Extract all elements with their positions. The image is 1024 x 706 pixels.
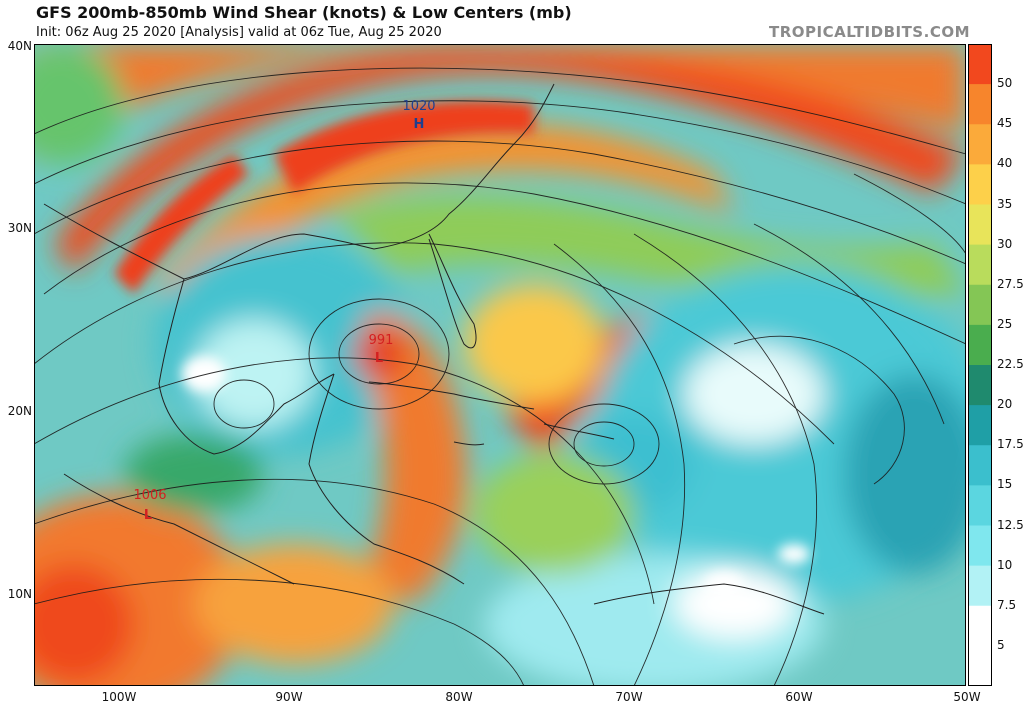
colorbar-swatch	[968, 244, 992, 286]
colorbar-label: 17.5	[997, 437, 1024, 452]
colorbar-label: 10	[997, 557, 1013, 572]
colorbar-swatch	[968, 645, 992, 686]
low-value-label: 1006	[133, 488, 166, 503]
colorbar-swatch	[968, 204, 992, 246]
lat-label: 40N	[7, 39, 32, 53]
map-title: GFS 200mb-850mb Wind Shear (knots) & Low…	[36, 3, 572, 22]
lat-label: 10N	[7, 587, 32, 601]
site-watermark: TROPICALTIDBITS.COM	[769, 23, 970, 41]
colorbar-swatch	[968, 525, 992, 567]
colorbar-swatch	[968, 124, 992, 165]
lon-label: 70W	[615, 690, 643, 704]
lon-label: 90W	[275, 690, 303, 704]
lon-label: 100W	[101, 690, 137, 704]
colorbar-label: 50	[997, 76, 1013, 91]
lon-label: 60W	[785, 690, 813, 704]
shear-field	[34, 44, 966, 686]
low-value-label: 991	[369, 333, 394, 348]
colorbar-label: 27.5	[997, 276, 1024, 291]
colorbar-label: 45	[997, 116, 1013, 131]
colorbar-label: 12.5	[997, 517, 1024, 532]
colorbar-swatch	[968, 565, 992, 607]
colorbar-label: 35	[997, 196, 1013, 211]
colorbar-swatch	[968, 445, 992, 486]
colorbar	[968, 44, 992, 686]
colorbar-label: 5	[997, 637, 1005, 652]
colorbar-swatch	[968, 324, 992, 366]
colorbar-swatch	[968, 44, 992, 85]
colorbar-swatch	[968, 365, 992, 406]
colorbar-label: 40	[997, 156, 1013, 171]
colorbar-swatch	[968, 485, 992, 526]
wind-shear-map: 1020 H 991 L 1006 L	[34, 44, 966, 686]
colorbar-label: 25	[997, 316, 1013, 331]
colorbar-swatch	[968, 164, 992, 205]
low-symbol: L	[144, 508, 152, 523]
high-symbol: H	[414, 117, 425, 132]
colorbar-label: 15	[997, 477, 1013, 492]
shear-detail	[114, 100, 810, 596]
colorbar-swatch	[968, 284, 992, 326]
streamlines	[34, 67, 966, 686]
high-center-1020: 1020 H	[402, 99, 435, 132]
colorbar-label: 20	[997, 397, 1013, 412]
colorbar-label: 7.5	[997, 597, 1017, 612]
lon-label: 80W	[445, 690, 473, 704]
low-center-991: 991 L	[369, 333, 394, 366]
colorbar-frame	[968, 44, 992, 686]
low-center-1006: 1006 L	[133, 488, 166, 523]
colorbar-swatch	[968, 405, 992, 446]
lat-label: 20N	[7, 404, 32, 418]
colorbar-label: 30	[997, 236, 1013, 251]
colorbar-swatch	[968, 84, 992, 125]
colorbar-label: 22.5	[997, 357, 1024, 371]
high-value-label: 1020	[402, 99, 435, 114]
colorbar-swatch	[968, 605, 992, 647]
map-frame	[34, 44, 966, 686]
lat-label: 30N	[7, 221, 32, 235]
low-symbol: L	[375, 351, 383, 366]
map-subtitle: Init: 06z Aug 25 2020 [Analysis] valid a…	[36, 25, 442, 40]
lon-label: 50W	[953, 690, 981, 704]
